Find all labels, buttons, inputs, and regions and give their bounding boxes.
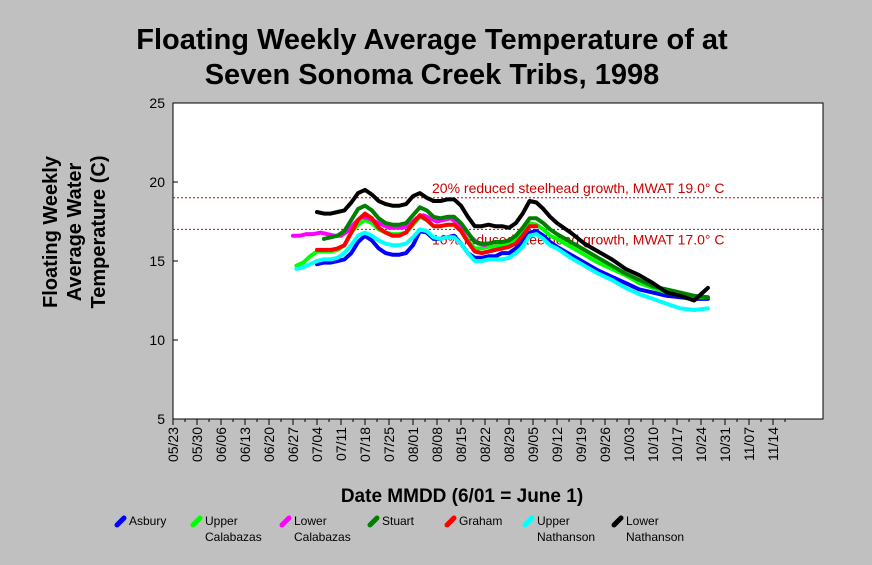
legend-label: Stuart bbox=[382, 514, 415, 528]
chart-title: Floating Weekly Average Temperature of a… bbox=[136, 24, 728, 91]
legend-item: Asbury bbox=[114, 514, 166, 528]
legend-label: Calabazas bbox=[205, 530, 262, 544]
legend-swatch bbox=[522, 515, 535, 528]
series-line bbox=[291, 213, 487, 248]
x-tick-label: 08/08 bbox=[429, 427, 445, 462]
series-line bbox=[321, 203, 710, 300]
x-tick-label: 09/19 bbox=[573, 427, 589, 462]
x-tick-label: 11/07 bbox=[741, 427, 757, 461]
x-tick-label: 10/17 bbox=[669, 427, 685, 462]
legend-label: Asbury bbox=[129, 514, 166, 528]
x-tick-label: 06/27 bbox=[285, 427, 301, 462]
legend-item: Graham bbox=[444, 514, 502, 528]
y-axis-label: Floating Weekly Average Water Temperatur… bbox=[40, 155, 110, 308]
x-axis-label: Date MMDD (6/01 = June 1) bbox=[341, 486, 583, 507]
y-tick-label: 25 bbox=[149, 95, 165, 111]
x-tick-label: 07/11 bbox=[333, 427, 349, 461]
y-tick-label: 20 bbox=[149, 174, 165, 190]
y-axis-label-line-2: Average Water bbox=[64, 162, 86, 301]
legend-swatch bbox=[190, 515, 203, 528]
x-tick-label: 07/04 bbox=[309, 427, 325, 462]
x-tick-label: 09/12 bbox=[549, 427, 565, 462]
legend-item: Upper Calabazas bbox=[190, 514, 262, 544]
x-tick-label: 10/10 bbox=[645, 427, 661, 462]
legend-item: Stuart bbox=[367, 514, 415, 528]
series-line bbox=[294, 227, 710, 312]
x-tick-label: 06/20 bbox=[261, 427, 277, 462]
y-axis-label-line-3: Temperature (C) bbox=[88, 156, 110, 309]
legend-label: Nathanson bbox=[626, 530, 684, 544]
legend-item: Upper Nathanson bbox=[522, 514, 595, 544]
x-tick-label: 08/15 bbox=[453, 427, 469, 462]
x-tick-label: 06/06 bbox=[213, 427, 229, 462]
legend-label: Upper bbox=[537, 514, 570, 528]
x-tick-label: 05/30 bbox=[189, 427, 205, 462]
chart-title-line-2: Seven Sonoma Creek Tribs, 1998 bbox=[205, 59, 660, 91]
legend-swatch bbox=[114, 515, 127, 528]
legend-item: Lower Calabazas bbox=[279, 514, 351, 544]
x-axis: 05/23 05/30 06/06 06/13 06/20 06/27 07/04 07/11… bbox=[165, 419, 786, 462]
x-tick-label: 07/18 bbox=[357, 427, 373, 462]
legend-swatch bbox=[444, 515, 457, 528]
legend: Asbury Upper Calabazas Lower Calabazas Stuart… bbox=[114, 514, 684, 544]
x-tick-label: 10/03 bbox=[621, 427, 637, 462]
legend-swatch bbox=[367, 515, 380, 528]
legend-label: Graham bbox=[459, 514, 502, 528]
y-tick-label: 10 bbox=[149, 332, 165, 348]
y-tick-label: 5 bbox=[157, 411, 165, 427]
x-tick-label: 06/13 bbox=[237, 427, 253, 462]
x-tick-label: 07/25 bbox=[381, 427, 397, 462]
y-tick-label: 15 bbox=[149, 253, 165, 269]
reference-line-label: 20% reduced steelhead growth, MWAT 19.0°… bbox=[432, 180, 725, 196]
series-line bbox=[315, 211, 539, 256]
x-tick-label: 10/24 bbox=[693, 427, 709, 462]
legend-label: Upper bbox=[205, 514, 238, 528]
x-tick-label: 05/23 bbox=[165, 427, 181, 462]
x-tick-label: 08/22 bbox=[477, 427, 493, 462]
x-tick-label: 09/05 bbox=[525, 427, 541, 462]
x-tick-label: 08/01 bbox=[405, 427, 421, 462]
legend-swatch bbox=[611, 515, 624, 528]
x-tick-label: 08/29 bbox=[501, 427, 517, 462]
legend-item: Lower Nathanson bbox=[611, 514, 684, 544]
series-line bbox=[315, 187, 710, 303]
legend-label: Lower bbox=[626, 514, 659, 528]
legend-label: Nathanson bbox=[537, 530, 595, 544]
series-line bbox=[315, 229, 710, 301]
series-lines bbox=[291, 187, 710, 312]
y-axis-label-line-1: Floating Weekly bbox=[40, 155, 62, 308]
legend-swatch bbox=[279, 515, 292, 528]
x-tick-label: 09/26 bbox=[597, 427, 613, 462]
x-tick-label: 10/31 bbox=[717, 427, 733, 462]
legend-label: Lower bbox=[294, 514, 327, 528]
chart-title-line-1: Floating Weekly Average Temperature of a… bbox=[136, 24, 728, 56]
y-axis: 5 10 15 20 25 bbox=[149, 95, 178, 427]
x-tick-label: 11/14 bbox=[765, 427, 781, 461]
legend-label: Calabazas bbox=[294, 530, 351, 544]
